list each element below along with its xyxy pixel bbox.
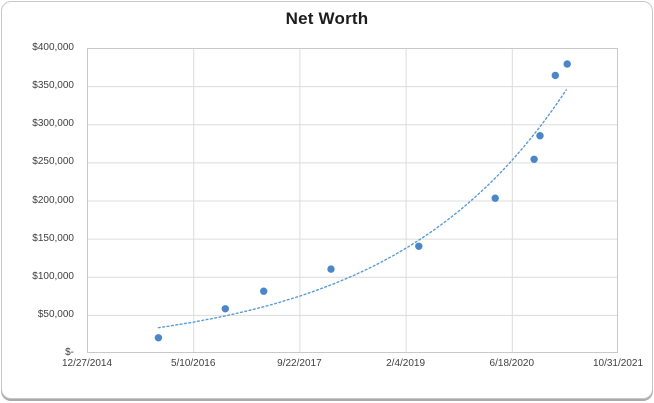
x-tick-label: 12/27/2014: [61, 358, 113, 369]
data-point-marker[interactable]: [327, 265, 335, 273]
data-point-marker[interactable]: [154, 334, 163, 342]
data-point-marker[interactable]: [221, 305, 229, 313]
x-tick-label: 2/4/2019: [386, 358, 426, 369]
y-tick-label: $-: [65, 347, 74, 358]
y-tick-label: $350,000: [32, 80, 74, 92]
data-point-marker[interactable]: [491, 194, 499, 202]
data-point-marker[interactable]: [415, 242, 423, 250]
x-tick-label: 9/22/2017: [277, 358, 322, 369]
data-point-marker[interactable]: [536, 132, 544, 140]
y-tick-label: $200,000: [32, 194, 74, 206]
trendline[interactable]: [157, 89, 567, 329]
y-tick-label: $250,000: [32, 156, 74, 168]
x-tick-label: 5/10/2016: [170, 358, 216, 369]
x-tick-label: 6/18/2020: [489, 358, 535, 369]
y-tick-label: $100,000: [32, 270, 74, 282]
y-tick-label: $150,000: [32, 232, 74, 244]
data-point-marker[interactable]: [260, 287, 268, 295]
chart-title: Net Worth: [285, 9, 369, 28]
data-point-marker[interactable]: [530, 155, 538, 163]
y-tick-label: $300,000: [32, 118, 74, 130]
plot-area[interactable]: [87, 48, 619, 355]
x-tick-label: 10/31/2021: [592, 358, 644, 369]
data-point-marker[interactable]: [563, 60, 571, 68]
y-tick-label: $400,000: [32, 42, 74, 53]
data-point-marker[interactable]: [551, 71, 559, 80]
y-tick-label: $50,000: [37, 308, 74, 320]
plot-border: [87, 48, 618, 353]
